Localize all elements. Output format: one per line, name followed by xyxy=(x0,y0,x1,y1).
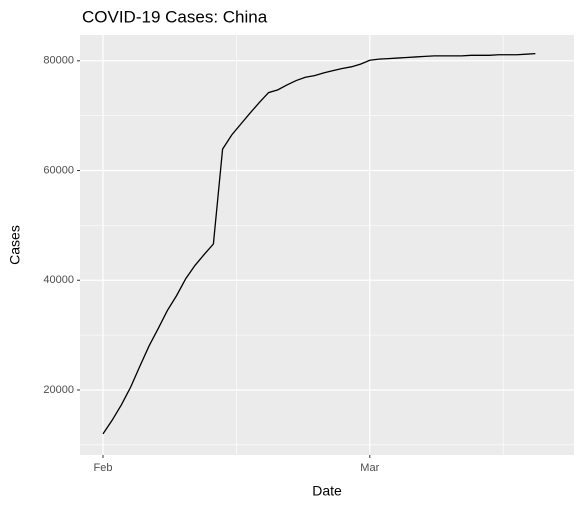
line xyxy=(102,53,536,435)
y-tick-label: 80000 xyxy=(43,55,74,67)
x-tick-label: Feb xyxy=(94,462,113,474)
x-tick-label: Mar xyxy=(360,462,379,474)
y-tick-label: 40000 xyxy=(43,274,74,286)
x-axis-title: Date xyxy=(312,483,342,499)
y-axis-title: Cases xyxy=(7,225,23,265)
y-tick-label: 20000 xyxy=(43,384,74,396)
panel xyxy=(80,35,574,455)
chart-title: COVID-19 Cases: China xyxy=(82,7,268,26)
y-tick-label: 60000 xyxy=(43,164,74,176)
